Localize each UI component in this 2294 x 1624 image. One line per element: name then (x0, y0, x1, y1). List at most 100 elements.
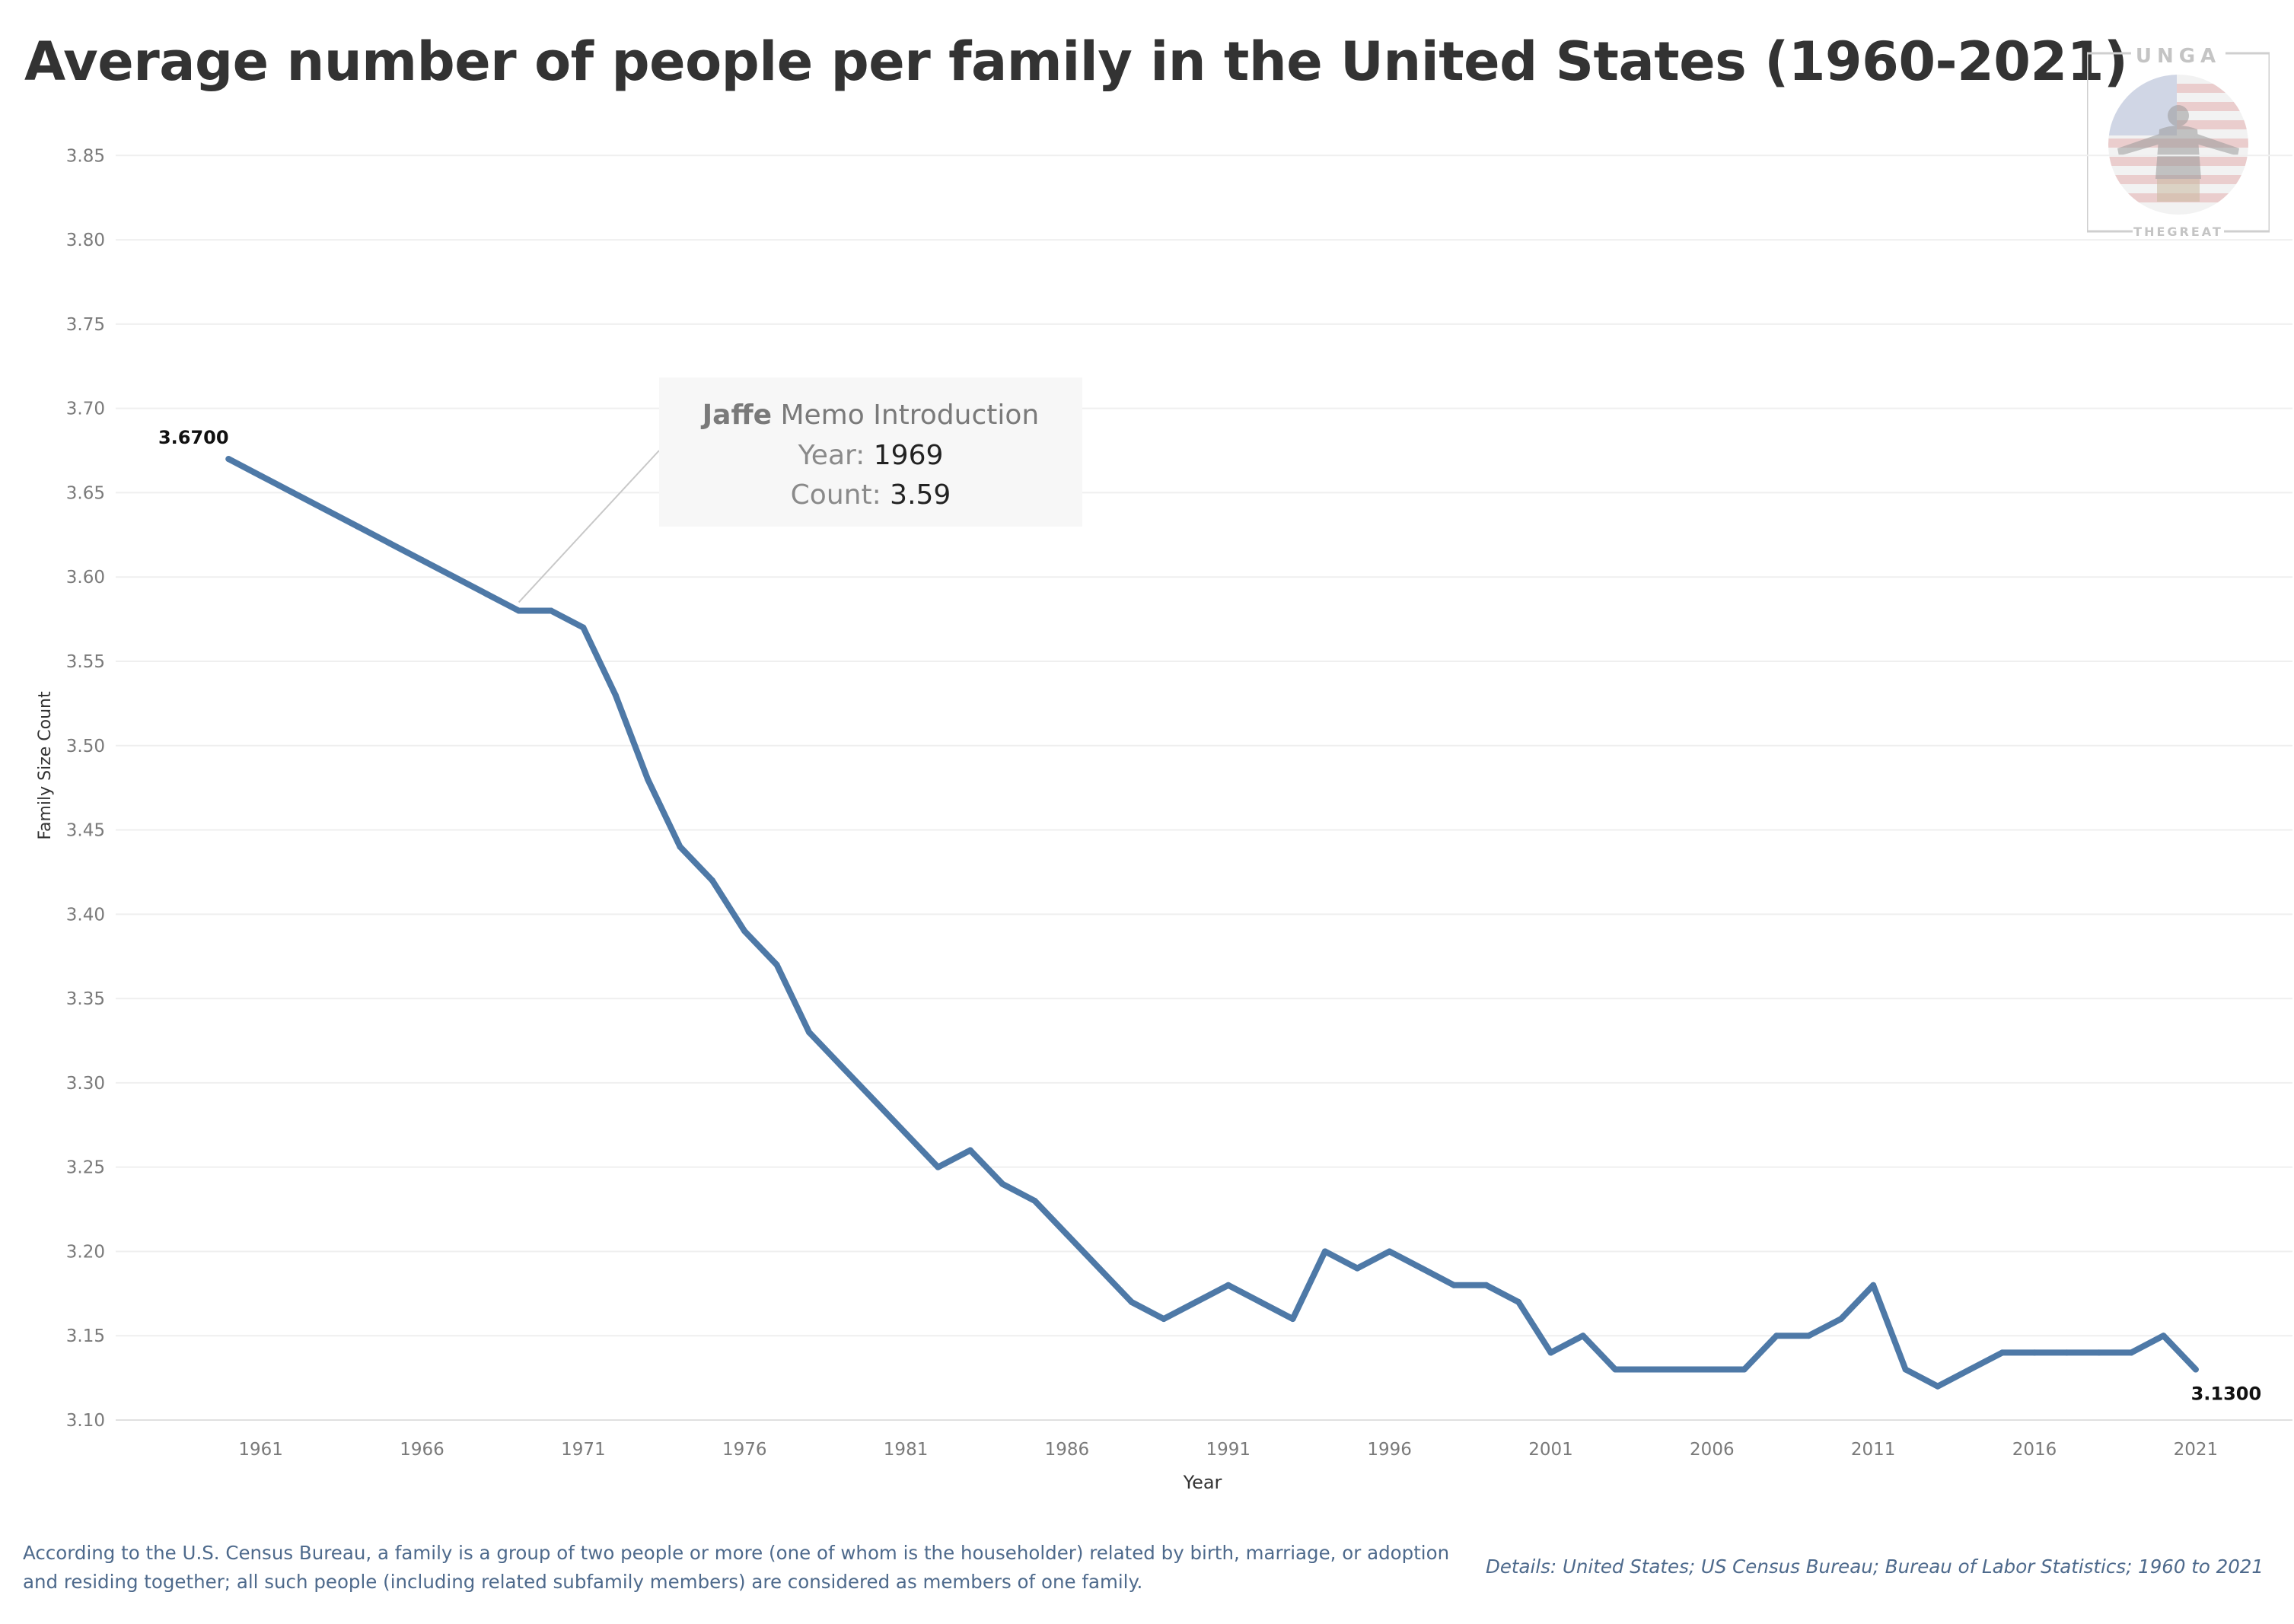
data-point (903, 1130, 910, 1137)
y-tick-label: 3.70 (66, 400, 105, 419)
chart-title: Average number of people per family in t… (24, 30, 2128, 93)
data-point (1934, 1383, 1941, 1390)
data-point (1837, 1316, 1844, 1323)
y-tick-label: 3.85 (66, 146, 105, 166)
data-point (451, 574, 457, 581)
x-tick-label: 2001 (1528, 1440, 1573, 1460)
x-tick-label: 2011 (1851, 1440, 1896, 1460)
data-point (257, 473, 264, 479)
data-point (741, 928, 748, 935)
x-tick-label: 1986 (1045, 1440, 1090, 1460)
gridlines (116, 154, 2292, 1421)
y-axis-ticks: 3.10 3.15 3.20 3.25 3.30 3.35 3.40 3.45 3.50 3.55… (66, 146, 105, 1431)
data-point (645, 776, 652, 783)
data-point (1354, 1265, 1361, 1272)
y-tick-label: 3.50 (66, 737, 105, 756)
y-tick-label: 3.45 (66, 821, 105, 841)
y-tick-label: 3.55 (66, 652, 105, 672)
data-point (1451, 1282, 1458, 1288)
x-tick-label: 1996 (1367, 1440, 1412, 1460)
x-tick-label: 2021 (2174, 1440, 2219, 1460)
data-point (1257, 1298, 1264, 1305)
data-point (1419, 1265, 1425, 1272)
data-point (1579, 1333, 1586, 1339)
logo-bottom-text: THEGREAT (2133, 224, 2223, 236)
data-point (483, 591, 490, 597)
data-point (1999, 1349, 2006, 1356)
data-point (322, 506, 329, 513)
data-point (1031, 1197, 1038, 1204)
logo-top-text: UNGA (2136, 46, 2221, 68)
data-point (935, 1164, 941, 1170)
x-tick-label: 2006 (1690, 1440, 1735, 1460)
data-point (1096, 1265, 1103, 1272)
data-point (870, 1097, 877, 1103)
annotation-year: Year: 1969 (798, 440, 944, 471)
data-point (1709, 1366, 1716, 1373)
data-point (838, 1062, 845, 1069)
x-tick-label: 1966 (400, 1440, 444, 1460)
data-point (1515, 1298, 1522, 1305)
data-point (1161, 1316, 1168, 1323)
data-point (1547, 1349, 1554, 1356)
y-axis-label: Family Size Count (36, 691, 55, 840)
data-point (1644, 1366, 1651, 1373)
x-tick-label: 2016 (2012, 1440, 2057, 1460)
data-point (548, 607, 554, 614)
y-tick-label: 3.25 (66, 1158, 105, 1178)
data-point (290, 489, 297, 496)
x-tick-label: 1971 (561, 1440, 606, 1460)
data-point (1773, 1333, 1780, 1339)
data-point (354, 523, 361, 530)
x-axis-label: Year (1183, 1472, 1222, 1493)
data-point (709, 877, 715, 884)
data-point (1967, 1366, 1974, 1373)
unga-logo: UNGA THEGREAT (2087, 46, 2270, 236)
data-point (2160, 1333, 2167, 1339)
data-point (2192, 1366, 2199, 1373)
y-tick-label: 3.15 (66, 1326, 105, 1346)
data-point (1805, 1333, 1812, 1339)
y-tick-label: 3.60 (66, 568, 105, 588)
series-line (225, 456, 2199, 1390)
data-point (515, 607, 522, 614)
y-tick-label: 3.30 (66, 1074, 105, 1094)
data-point (1193, 1298, 1200, 1305)
end-value-label: 3.1300 (2191, 1384, 2262, 1405)
data-point (1612, 1366, 1619, 1373)
data-point (999, 1180, 1006, 1187)
data-point (2128, 1349, 2135, 1356)
annotation-title: Jaffe Memo Introduction (700, 400, 1039, 431)
x-axis-ticks: 1961 1966 1971 1976 1981 1986 1991 1996 2001 2006… (238, 1440, 2218, 1460)
data-point (387, 540, 393, 546)
data-point (1225, 1282, 1231, 1288)
data-point (805, 1029, 812, 1036)
y-tick-label: 3.20 (66, 1242, 105, 1262)
data-point (1483, 1282, 1490, 1288)
data-point (2063, 1349, 2070, 1356)
annotation-box (659, 377, 1082, 527)
data-point (1902, 1366, 1909, 1373)
y-tick-label: 3.65 (66, 483, 105, 503)
data-point (2095, 1349, 2102, 1356)
x-tick-label: 1976 (722, 1440, 767, 1460)
data-point (1289, 1316, 1296, 1323)
data-point (773, 961, 780, 968)
source-note: Details: United States; US Census Bureau… (1485, 1556, 2264, 1578)
data-point (1321, 1248, 1328, 1255)
data-point (1676, 1366, 1683, 1373)
data-point (1063, 1231, 1070, 1238)
data-point (967, 1147, 973, 1154)
x-tick-label: 1981 (884, 1440, 929, 1460)
data-point (1870, 1282, 1877, 1288)
x-tick-label: 1961 (238, 1440, 283, 1460)
data-point (1386, 1248, 1393, 1255)
data-point (225, 456, 232, 463)
data-point (2031, 1349, 2038, 1356)
data-points (225, 456, 2199, 1390)
data-point (1128, 1298, 1135, 1305)
y-tick-label: 3.40 (66, 905, 105, 925)
data-point (612, 692, 619, 699)
start-value-label: 3.6700 (158, 427, 229, 448)
